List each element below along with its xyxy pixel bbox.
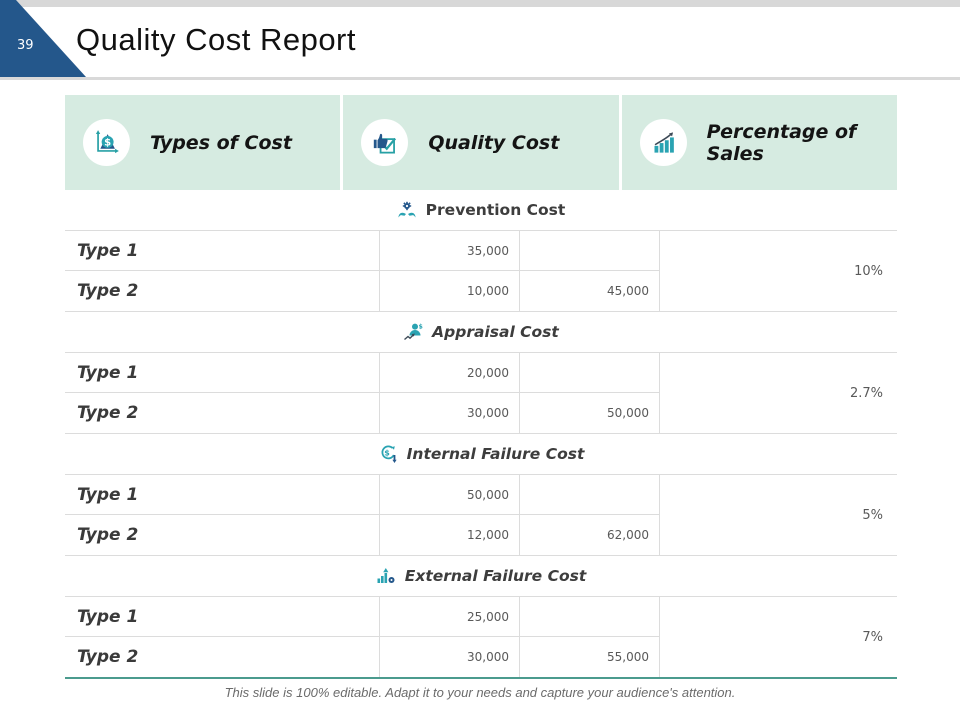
row-label: Type 1 (65, 231, 380, 271)
header-cell-types-of-cost: $ Types of Cost (65, 95, 341, 190)
person-dollar-icon: $ (403, 322, 423, 342)
row-label: Type 2 (65, 515, 380, 555)
section-prevention-cost: Prevention Cost Type 1 35,000 10% Type 2… (65, 190, 897, 312)
row-label: Type 2 (65, 637, 380, 677)
row-label: Type 1 (65, 353, 380, 393)
row-value: 10,000 (380, 271, 520, 311)
section-percentage: 5% (862, 507, 883, 523)
row-value: 20,000 (380, 353, 520, 393)
hands-gear-icon (397, 200, 417, 220)
header-cell-quality-cost: Quality Cost (343, 95, 619, 190)
axis-dollar-chart-icon: $ (95, 130, 119, 154)
row-total: 55,000 (520, 637, 660, 677)
row-label: Type 1 (65, 475, 380, 515)
row-total (520, 475, 660, 515)
svg-text:$: $ (419, 323, 423, 330)
header-cell-percentage-of-sales: Percentage of Sales (621, 95, 897, 190)
svg-text:$: $ (104, 138, 111, 149)
section-external-failure-cost: External Failure Cost Type 1 25,000 7% T… (65, 556, 897, 677)
section-header: Prevention Cost (65, 190, 897, 231)
row-total (520, 353, 660, 393)
section-rows: Type 1 25,000 7% Type 2 30,000 55,000 (65, 597, 897, 677)
svg-text:$: $ (384, 448, 390, 457)
section-percentage: 7% (862, 629, 883, 645)
icon-circle: $ (83, 119, 130, 166)
section-internal-failure-cost: $ Internal Failure Cost Type 1 50,000 5%… (65, 434, 897, 556)
bar-growth-target-icon (376, 566, 396, 586)
dollar-refresh-down-icon: $ (378, 444, 398, 464)
thumbs-up-checkbox-icon (374, 133, 397, 154)
section-title: Appraisal Cost (432, 323, 559, 341)
section-title: External Failure Cost (404, 567, 587, 585)
row-total: 50,000 (520, 393, 660, 433)
table-header-row: $ Types of Cost Quality Cost (65, 95, 897, 190)
row-total: 45,000 (520, 271, 660, 311)
row-value: 35,000 (380, 231, 520, 271)
header-label: Percentage of Sales (706, 120, 857, 165)
row-value: 30,000 (380, 637, 520, 677)
section-rows: Type 1 20,000 2.7% Type 2 30,000 50,000 (65, 353, 897, 434)
icon-circle (639, 119, 687, 166)
footer-note: This slide is 100% editable. Adapt it to… (224, 685, 736, 700)
icon-circle (361, 119, 409, 166)
row-value: 12,000 (380, 515, 520, 555)
section-percentage: 2.7% (849, 385, 883, 401)
row-value: 50,000 (380, 475, 520, 515)
row-label: Type 2 (65, 393, 380, 433)
slide-number: 39 (17, 38, 34, 53)
growth-bar-chart-icon (654, 132, 674, 153)
row-total (520, 597, 660, 637)
section-header: $ Internal Failure Cost (65, 434, 897, 475)
section-header: External Failure Cost (65, 556, 897, 597)
row-value: 25,000 (380, 597, 520, 637)
row-value: 30,000 (380, 393, 520, 433)
header-band (0, 7, 960, 80)
page-title: Quality Cost Report (76, 22, 356, 57)
header-label: Quality Cost (428, 131, 560, 154)
section-rows: Type 1 50,000 5% Type 2 12,000 62,000 (65, 475, 897, 556)
section-title: Internal Failure Cost (406, 445, 585, 463)
header-label: Types of Cost (150, 131, 292, 154)
row-total: 62,000 (520, 515, 660, 555)
row-label: Type 1 (65, 597, 380, 637)
section-header: $ Appraisal Cost (65, 312, 897, 353)
cost-table: $ Types of Cost Quality Cost (65, 95, 897, 679)
top-strip (0, 0, 960, 7)
row-label: Type 2 (65, 271, 380, 311)
row-total (520, 231, 660, 271)
section-rows: Type 1 35,000 10% Type 2 10,000 45,000 (65, 231, 897, 312)
section-appraisal-cost: $ Appraisal Cost Type 1 20,000 2.7% Type… (65, 312, 897, 434)
section-percentage: 10% (854, 263, 883, 279)
section-title: Prevention Cost (425, 201, 566, 219)
